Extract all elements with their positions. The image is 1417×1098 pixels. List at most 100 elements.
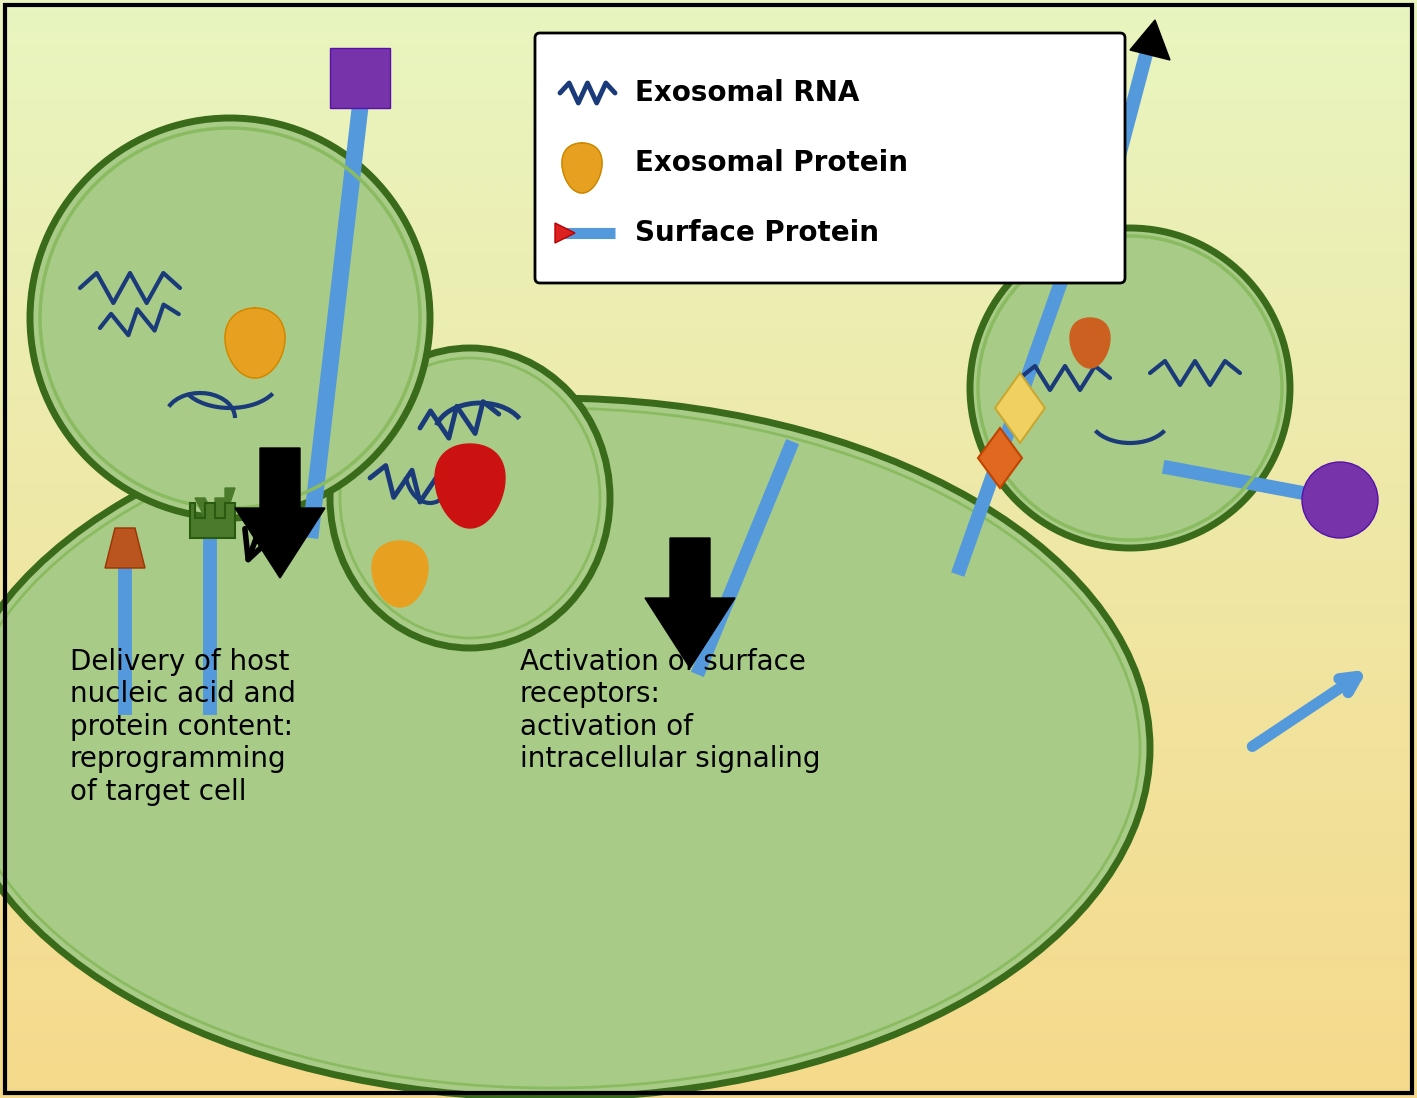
Bar [0, 834, 1417, 845]
Polygon shape [1070, 318, 1110, 368]
Bar [0, 1021, 1417, 1032]
Bar [0, 571, 1417, 582]
Bar [0, 681, 1417, 692]
Polygon shape [225, 309, 285, 378]
Bar [0, 593, 1417, 604]
Bar [0, 132, 1417, 143]
Polygon shape [235, 448, 324, 578]
Bar [0, 143, 1417, 154]
Bar [0, 66, 1417, 77]
Bar [0, 538, 1417, 549]
Bar [0, 450, 1417, 461]
Bar [0, 88, 1417, 99]
Text: Surface Protein: Surface Protein [635, 219, 879, 247]
Bar [0, 505, 1417, 516]
Bar [0, 549, 1417, 560]
Bar [0, 1054, 1417, 1065]
Bar [0, 670, 1417, 681]
Bar [0, 329, 1417, 340]
Polygon shape [995, 373, 1044, 442]
Bar [0, 417, 1417, 428]
Text: Activation of surface
receptors:
activation of
intracellular signaling: Activation of surface receptors: activat… [520, 648, 820, 773]
Bar [0, 428, 1417, 439]
Bar [0, 1065, 1417, 1076]
Bar [0, 900, 1417, 911]
Ellipse shape [0, 397, 1151, 1098]
Text: Exosomal RNA: Exosomal RNA [635, 79, 859, 107]
Bar [0, 845, 1417, 856]
Polygon shape [563, 143, 602, 193]
Bar [0, 340, 1417, 351]
Bar [0, 1010, 1417, 1021]
Bar [0, 560, 1417, 571]
Bar [0, 966, 1417, 977]
Bar [0, 955, 1417, 966]
Bar [0, 165, 1417, 176]
Text: Exosomal Protein: Exosomal Protein [635, 149, 908, 177]
Bar [0, 615, 1417, 626]
Bar [0, 0, 1417, 11]
Bar [0, 253, 1417, 264]
Bar [0, 55, 1417, 66]
Bar [0, 285, 1417, 296]
Bar [0, 659, 1417, 670]
Bar [0, 242, 1417, 253]
Bar [0, 999, 1417, 1010]
Bar [0, 231, 1417, 242]
Bar [0, 527, 1417, 538]
Bar [0, 648, 1417, 659]
Bar [0, 318, 1417, 329]
Bar [0, 922, 1417, 933]
Polygon shape [373, 541, 428, 607]
Bar [0, 296, 1417, 307]
Bar [0, 802, 1417, 813]
Bar [0, 472, 1417, 483]
Bar [0, 626, 1417, 637]
Bar [0, 187, 1417, 198]
Bar [0, 461, 1417, 472]
Bar [0, 692, 1417, 703]
Polygon shape [555, 223, 575, 243]
Bar [0, 362, 1417, 373]
Bar [0, 439, 1417, 450]
Bar [0, 791, 1417, 802]
Bar [0, 736, 1417, 747]
Bar [0, 977, 1417, 988]
Bar [0, 198, 1417, 209]
Bar [0, 747, 1417, 758]
Bar [0, 911, 1417, 922]
Bar [0, 33, 1417, 44]
Polygon shape [435, 444, 504, 528]
Bar [0, 1076, 1417, 1087]
Bar [0, 1087, 1417, 1098]
FancyBboxPatch shape [536, 33, 1125, 283]
Bar [0, 22, 1417, 33]
Ellipse shape [30, 117, 429, 518]
Bar [0, 99, 1417, 110]
Bar [0, 44, 1417, 55]
Ellipse shape [330, 348, 609, 648]
Bar [0, 889, 1417, 900]
Bar [0, 351, 1417, 362]
Bar [0, 944, 1417, 955]
Bar [0, 176, 1417, 187]
Ellipse shape [971, 228, 1289, 548]
Bar [0, 11, 1417, 22]
Bar [0, 714, 1417, 725]
Bar [0, 758, 1417, 769]
Polygon shape [330, 48, 390, 108]
Bar [0, 154, 1417, 165]
Polygon shape [978, 428, 1022, 488]
Bar [0, 395, 1417, 406]
Bar [0, 1043, 1417, 1054]
Polygon shape [190, 503, 235, 538]
Bar [0, 307, 1417, 318]
Bar [0, 494, 1417, 505]
Polygon shape [645, 538, 735, 668]
Bar [0, 582, 1417, 593]
Bar [0, 110, 1417, 121]
Text: Delivery of host
nucleic acid and
protein content:
reprogramming
of target cell: Delivery of host nucleic acid and protei… [69, 648, 296, 806]
Circle shape [1302, 462, 1377, 538]
Bar [0, 725, 1417, 736]
Bar [0, 220, 1417, 231]
